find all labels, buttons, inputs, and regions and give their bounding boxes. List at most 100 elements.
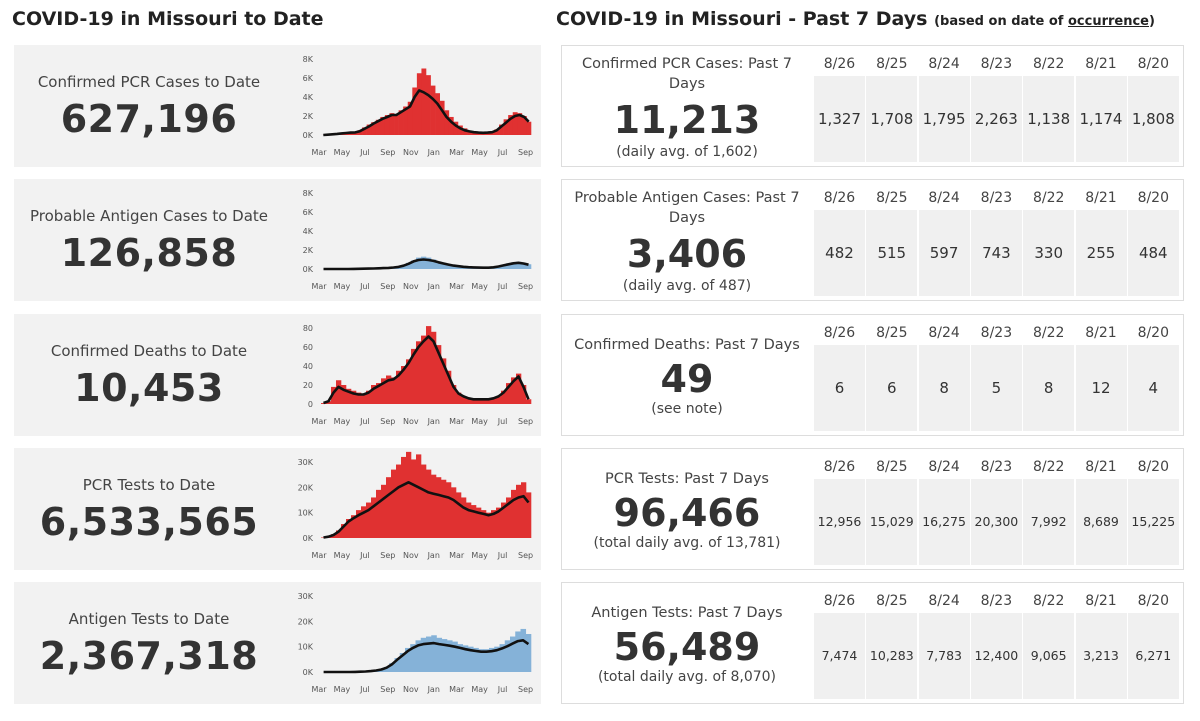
chart-bar [476,399,482,404]
x-tick-label: Nov [403,685,419,694]
past-7-days-title: Confirmed Deaths: Past 7 Days [574,337,800,353]
date-header: 8/20 [1137,325,1170,341]
chart-bar [321,403,327,404]
date-header: 8/21 [1085,325,1117,341]
daily-value: 1,708 [866,76,918,162]
chart-bar [351,390,357,404]
chart-bar [399,653,406,672]
chart-bar [486,512,492,538]
right-header: COVID-19 in Missouri - Past 7 Days (base… [556,8,1155,30]
chart-bar [510,636,516,672]
chart-bar [466,398,472,404]
y-tick-label: 0 [308,400,313,409]
chart-bar [384,115,390,135]
y-tick-label: 0K [303,265,314,274]
x-tick-label: Jan [427,417,440,426]
past-7-days-card: Confirmed Deaths: Past 7 Days 49 (see note… [561,314,1184,436]
x-tick-label: May [471,417,488,426]
chart-bar [526,121,532,135]
total-value: 10,453 [74,366,224,410]
y-tick-label: 8K [303,189,314,198]
y-tick-label: 10K [298,509,314,518]
chart-bar [506,263,512,269]
date-header: 8/20 [1137,459,1170,475]
chart-bar [511,489,517,538]
total-card: Confirmed PCR Cases to Date 627,196 8K 6K 4K… [14,45,541,167]
chart-bar [466,502,472,538]
chart-bar [405,647,411,672]
subtitle-suffix: ) [1149,14,1155,29]
past-7-days-text: Antigen Tests: Past 7 Days 56,489 (total d… [562,583,812,705]
past-7-days-note: (daily avg. of 1,602) [616,144,758,160]
chart-bar [456,266,462,269]
x-tick-label: May [471,685,488,694]
chart-bar [486,399,492,404]
chart-bar [416,257,422,269]
chart-bar [499,644,506,672]
x-tick-label: Jan [427,685,440,694]
date-header: 8/24 [928,593,960,609]
date-header: 8/24 [928,459,960,475]
chart-bar [457,644,464,672]
total-title: Confirmed Deaths to Date [50,342,248,360]
x-tick-label: Sep [518,551,533,560]
chart-bar [401,366,407,404]
chart-bar [481,510,487,538]
chart-bar [496,507,502,538]
x-tick-label: Jul [497,551,508,560]
y-tick-label: 4K [303,227,314,236]
chart-bar [421,335,427,404]
moving-average-line [323,481,530,539]
chart-bar [521,482,527,538]
past-7-days-note: (total daily avg. of 13,781) [593,535,781,551]
total-value: 126,858 [60,231,238,275]
date-header: 8/23 [980,325,1013,341]
x-tick-label: Jul [359,417,370,426]
chart-bar [441,639,448,672]
chart-bar [526,492,532,538]
x-tick-label: Mar [449,685,465,694]
date-header: 8/22 [1032,459,1065,475]
x-tick-label: Sep [380,282,395,291]
total-title: Probable Antigen Cases to Date [29,207,268,225]
y-tick-label: 6K [303,208,314,217]
x-tick-label: Sep [518,685,533,694]
chart-bar [441,479,447,538]
chart-bar [471,505,477,538]
chart-bar [366,502,372,538]
chart-bar [501,390,507,404]
past-7-days-text: Confirmed Deaths: Past 7 Days 49 (see note… [562,315,812,437]
date-header: 8/24 [928,190,960,206]
mini-chart: 8K 6K 4K 2K 0K Mar May Jul Sep Nov Jan Mar May Jul Sep [303,55,533,157]
chart-bar [521,385,527,404]
chart-bar [421,464,427,538]
date-header: 8/23 [980,593,1013,609]
y-tick-label: 6K [303,74,314,83]
y-tick-label: 20 [303,381,313,390]
date-header: 8/24 [928,325,960,341]
chart-bar [351,515,357,538]
chart-bar [341,385,347,404]
y-tick-label: 10K [298,643,314,652]
total-value: 6,533,565 [39,500,259,544]
chart-bar [526,399,532,404]
y-tick-label: 4K [303,93,314,102]
chart-bar [525,634,532,672]
chart-bar [456,492,462,538]
y-tick-label: 0K [303,668,314,677]
past-7-days-note: (see note) [651,401,723,417]
daily-value: 7,474 [814,613,865,699]
chart-bar [412,87,418,135]
chart-bar [411,459,417,538]
chart-bar [391,469,397,538]
total-card: PCR Tests to Date 6,533,565 30K 20K 10K 0K Mar… [14,448,541,570]
total-title: Antigen Tests to Date [68,610,230,628]
date-header: 8/25 [876,593,908,609]
chart-bar [326,401,332,404]
occurrence-link[interactable]: occurrence [1067,14,1149,29]
chart-bar [508,115,514,135]
daily-value: 12,400 [970,613,1022,699]
moving-average-line [323,258,529,271]
chart-bar [436,477,442,538]
chart-bar [431,259,437,269]
